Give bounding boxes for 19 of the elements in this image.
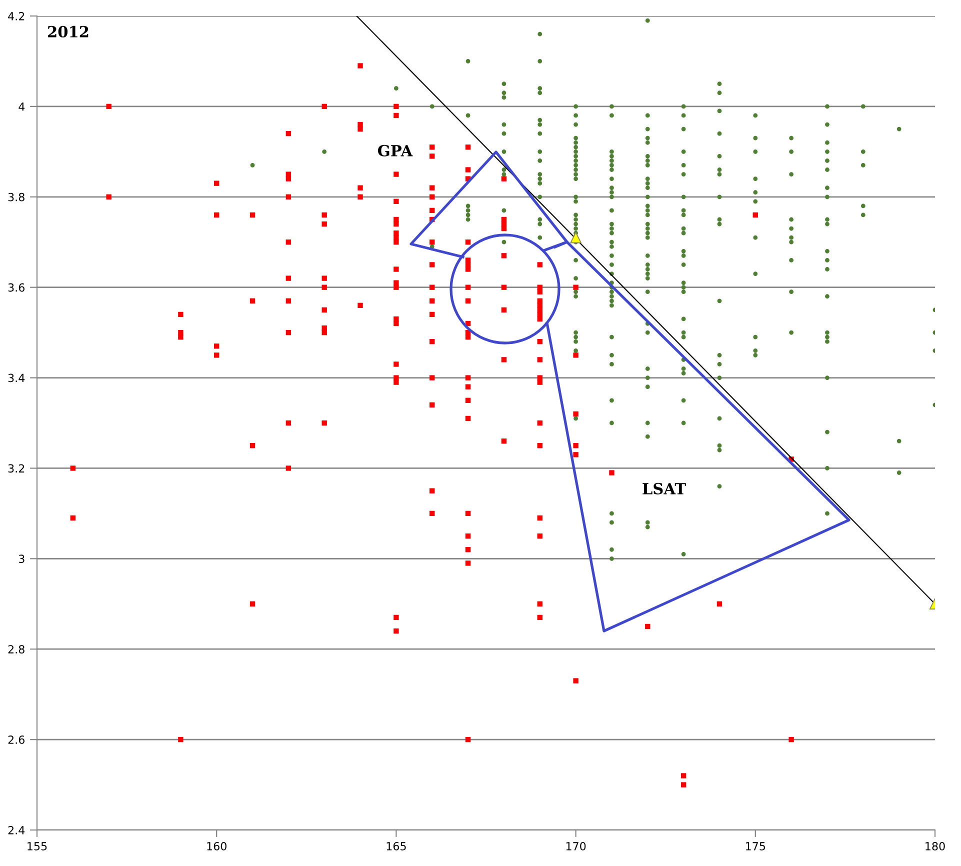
y-tick-label: 2.8 bbox=[8, 645, 24, 654]
x-tick-label: 165 bbox=[386, 842, 406, 850]
y-tick-label: 3.6 bbox=[8, 283, 24, 292]
x-tick-label: 175 bbox=[746, 842, 766, 850]
y-tick-label: 2.6 bbox=[8, 736, 24, 744]
y-tick-label: 3 bbox=[18, 554, 24, 564]
y-tick-label: 2.4 bbox=[8, 826, 25, 834]
annotation: LSAT bbox=[642, 482, 686, 494]
x-tick-label: 155 bbox=[28, 842, 47, 850]
x-tick-label: 170 bbox=[566, 842, 586, 850]
y-tick-label: 3.4 bbox=[8, 374, 25, 382]
text: 2012 bbox=[48, 26, 88, 38]
y-tick-label: 4.2 bbox=[8, 12, 24, 20]
y-tick-label: 4 bbox=[18, 102, 25, 111]
y-tick-label: 3.8 bbox=[8, 192, 24, 202]
y-tick-label: 3.2 bbox=[8, 464, 24, 473]
x-tick-label: 180 bbox=[926, 842, 945, 850]
x-tick-label: 160 bbox=[207, 842, 226, 850]
annotation: GPA bbox=[378, 144, 413, 156]
